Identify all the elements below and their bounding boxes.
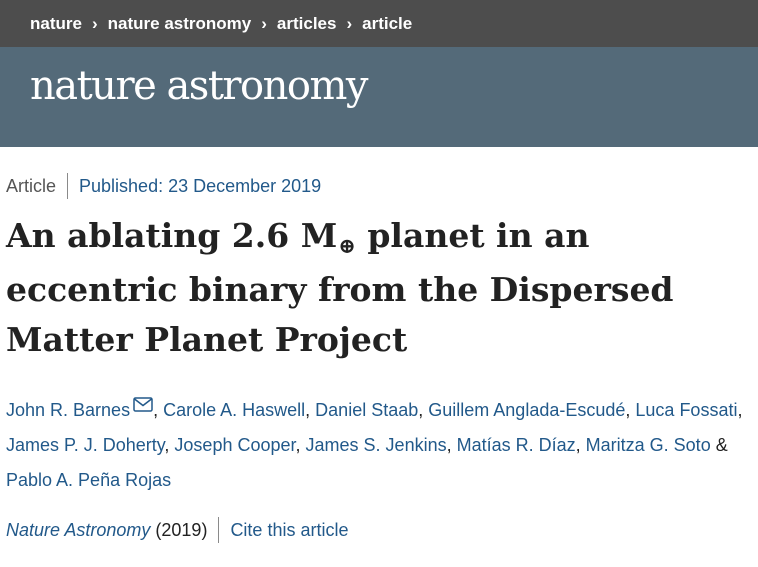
publication-year: (2019) xyxy=(155,519,208,540)
envelope-icon[interactable] xyxy=(133,389,153,424)
author-link[interactable]: James P. J. Doherty xyxy=(6,435,165,455)
citation-divider xyxy=(218,517,220,543)
author-link[interactable]: Pablo A. Peña Rojas xyxy=(6,470,172,490)
chevron-right-icon: › xyxy=(91,13,98,33)
article-type: Article xyxy=(6,175,57,196)
chevron-right-icon: › xyxy=(346,13,353,33)
masthead: nature astronomy xyxy=(0,47,758,147)
breadcrumb-nature[interactable]: nature xyxy=(30,13,82,33)
breadcrumb-nature-astronomy[interactable]: nature astronomy xyxy=(107,13,252,33)
published-date: Published: 23 December 2019 xyxy=(79,175,322,196)
earth-symbol: ⊕ xyxy=(338,233,356,258)
breadcrumb-articles[interactable]: articles xyxy=(276,13,337,33)
chevron-right-icon: › xyxy=(261,13,267,33)
author-link[interactable]: Daniel Staab xyxy=(315,400,419,420)
meta-divider xyxy=(67,173,69,199)
author-link[interactable]: Joseph Cooper xyxy=(174,435,296,455)
author-link[interactable]: John R. Barnes xyxy=(6,400,131,420)
citation-line: Nature Astronomy (2019) Cite this articl… xyxy=(6,517,758,543)
breadcrumb-article: article xyxy=(362,13,413,33)
author-link[interactable]: Guillem Anglada-Escudé xyxy=(428,400,626,420)
cite-article-link[interactable]: Cite this article xyxy=(230,519,349,540)
author-link[interactable]: Carole A. Haswell xyxy=(163,400,306,420)
author-link[interactable]: Maritza G. Soto xyxy=(585,435,711,455)
author-link[interactable]: Matías R. Díaz xyxy=(456,435,576,455)
author-link[interactable]: James S. Jenkins xyxy=(305,435,447,455)
author-link[interactable]: Luca Fossati xyxy=(635,400,738,420)
journal-name[interactable]: Nature Astronomy xyxy=(6,519,151,540)
article-title: An ablating 2.6 M⊕ planet in an eccentri… xyxy=(6,211,751,365)
article-meta: Article Published: 23 December 2019 xyxy=(0,173,758,199)
journal-logo[interactable]: nature astronomy xyxy=(30,63,368,109)
breadcrumb: nature › nature astronomy › articles › a… xyxy=(0,0,758,47)
title-part1: An ablating 2.6 M xyxy=(6,216,338,255)
author-list: John R. Barnes, Carole A. Haswell, Danie… xyxy=(6,389,754,498)
title-part2: planet in an eccentric binary from the D… xyxy=(6,216,674,359)
